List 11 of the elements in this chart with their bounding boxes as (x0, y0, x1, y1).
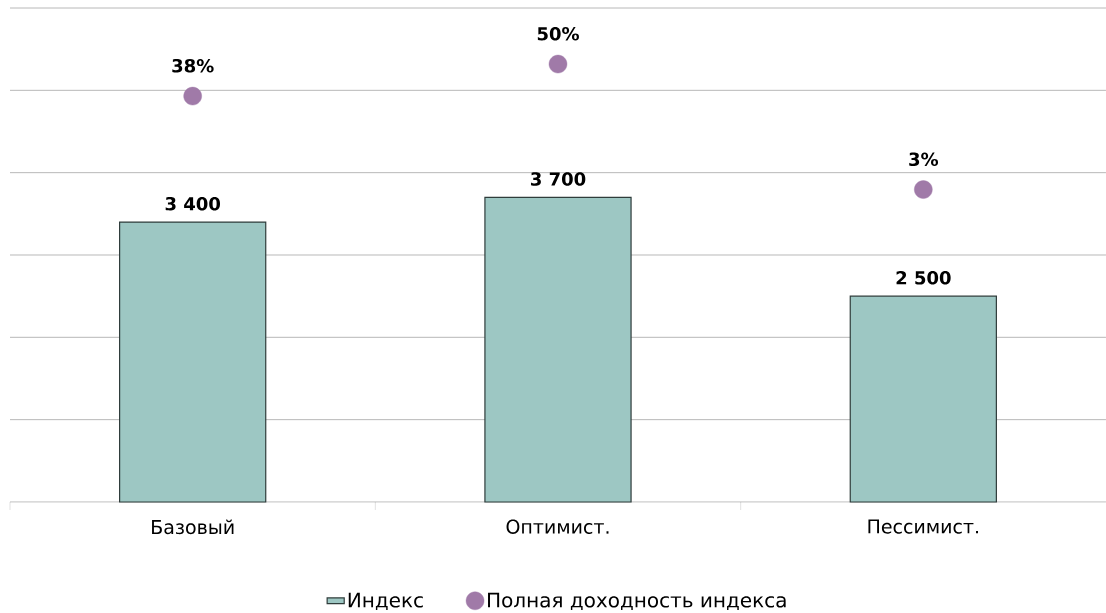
legend-label: Индекс (348, 592, 423, 611)
x-tick-label: Базовый (152, 519, 234, 535)
legend-label: Полная доходность индекса (488, 592, 786, 611)
x-tick-label: Пессимист. (868, 519, 978, 534)
data-label: 3% (909, 152, 939, 167)
x-tick-label: Оптимист. (506, 519, 609, 534)
data-label: 38% (172, 58, 214, 73)
data-label: 50% (537, 26, 579, 41)
data-label: 3 400 (165, 196, 221, 211)
data-label: 2 500 (896, 271, 951, 285)
data-label: 3 700 (531, 172, 586, 186)
